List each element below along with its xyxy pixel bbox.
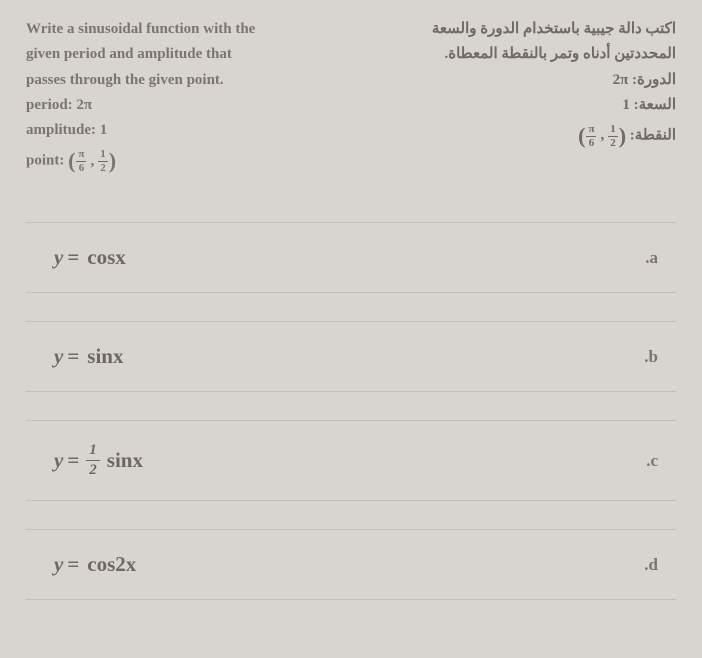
option-d[interactable]: y = cos2x .d — [26, 529, 676, 600]
point-label: point: — [26, 153, 64, 169]
point-fraction: ( π 6 , 1 2 ) — [68, 144, 116, 178]
coefficient-fraction: 1 2 — [86, 443, 100, 478]
formula-b: y = sinx — [54, 344, 123, 369]
formula-c: y = 1 2 sinx — [54, 443, 143, 478]
open-paren: ( — [578, 119, 585, 153]
period-line-ar: الدورة: 2π — [377, 69, 676, 92]
equals: = — [67, 552, 79, 577]
arabic-prompt: اكتب دالة جيبية باستخدام الدورة والسعة ا… — [377, 18, 676, 155]
equals: = — [67, 245, 79, 270]
comma: , — [90, 150, 94, 173]
fraction: 1 2 — [608, 124, 618, 149]
lhs: y — [54, 245, 63, 270]
option-b[interactable]: y = sinx .b — [26, 321, 676, 392]
period-line: period: 2π — [26, 94, 351, 117]
prompt-line: given period and amplitude that — [26, 43, 351, 66]
amplitude-line-ar: السعة: 1 — [377, 94, 676, 117]
point-line: point: ( π 6 , 1 2 ) — [26, 144, 351, 178]
question-header: Write a sinusoidal function with the giv… — [26, 18, 676, 180]
lhs: y — [54, 552, 63, 577]
prompt-line-ar: المحددتين أدناه وتمر بالنقطة المعطاة. — [377, 43, 676, 66]
prompt-line: passes through the given point. — [26, 69, 351, 92]
equals: = — [67, 344, 79, 369]
option-a[interactable]: y = cosx .a — [26, 222, 676, 293]
rhs: cosx — [87, 245, 126, 270]
prompt-line: Write a sinusoidal function with the — [26, 18, 351, 41]
english-prompt: Write a sinusoidal function with the giv… — [26, 18, 351, 180]
option-c[interactable]: y = 1 2 sinx .c — [26, 420, 676, 501]
formula-d: y = cos2x — [54, 552, 136, 577]
close-paren: ) — [109, 144, 116, 178]
rhs: cos2x — [87, 552, 136, 577]
close-paren: ) — [619, 119, 626, 153]
rhs: sinx — [107, 448, 143, 473]
rhs: sinx — [87, 344, 123, 369]
amplitude-line: amplitude: 1 — [26, 119, 351, 142]
answer-options: y = cosx .a y = sinx .b y = 1 2 sinx .c … — [26, 222, 676, 600]
equals: = — [67, 448, 79, 473]
fraction: π 6 — [76, 149, 86, 174]
fraction: π 6 — [586, 124, 596, 149]
formula-a: y = cosx — [54, 245, 126, 270]
option-label-a: .a — [645, 248, 658, 268]
fraction: 1 2 — [98, 149, 108, 174]
option-label-d: .d — [644, 555, 658, 575]
option-label-b: .b — [644, 347, 658, 367]
option-label-c: .c — [646, 451, 658, 471]
point-fraction-ar: ( π 6 , 1 2 ) — [578, 119, 626, 153]
lhs: y — [54, 448, 63, 473]
open-paren: ( — [68, 144, 75, 178]
prompt-line-ar: اكتب دالة جيبية باستخدام الدورة والسعة — [377, 18, 676, 41]
lhs: y — [54, 344, 63, 369]
comma: , — [600, 124, 604, 147]
point-label-ar: النقطة: — [630, 127, 676, 143]
point-line-ar: النقطة: ( π 6 , 1 2 ) — [377, 119, 676, 153]
